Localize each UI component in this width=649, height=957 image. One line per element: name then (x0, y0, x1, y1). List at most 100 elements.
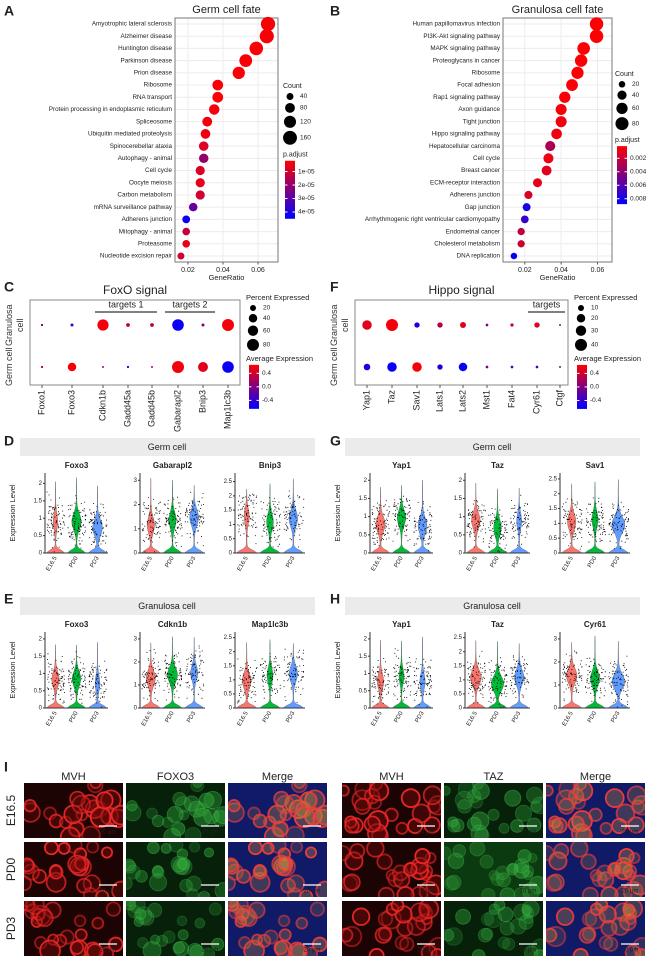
x-tick-label: PD3 (186, 710, 197, 724)
legend-dot (618, 81, 626, 88)
cell (343, 873, 361, 892)
dot (182, 227, 191, 236)
row-label: E16.5 (4, 794, 18, 826)
cell (488, 869, 500, 881)
category-label: Breast cancer (461, 167, 500, 174)
cell (610, 916, 630, 936)
y-tick-label: 0 (229, 551, 233, 557)
annotation: targets 1 (108, 299, 143, 309)
x-tick-label: Yap1 (361, 390, 371, 410)
cell (342, 845, 351, 862)
y-tick-label: 1.5 (359, 496, 368, 502)
cell (24, 799, 37, 813)
category-label: Proteoglycans in cancer (433, 57, 500, 64)
cell (522, 906, 535, 919)
cell (526, 817, 542, 833)
dot (212, 79, 224, 91)
legend-title: Percent Expressed (246, 293, 309, 302)
legend-dot (247, 338, 259, 351)
row-label: Germ cell (329, 347, 339, 387)
cell (59, 929, 75, 945)
cell (108, 808, 123, 829)
dot (202, 116, 213, 127)
cell (170, 821, 186, 837)
dot (510, 252, 518, 260)
cell (152, 864, 164, 877)
cell (477, 927, 493, 943)
legend-dot (576, 314, 586, 323)
cell (263, 929, 279, 945)
y-tick-label: 1 (554, 521, 558, 527)
y-tick-label: 1.5 (34, 654, 43, 660)
cell (229, 901, 249, 915)
jitter-points (393, 648, 412, 701)
cell (163, 827, 182, 838)
cell (290, 943, 308, 956)
cell (178, 809, 190, 821)
cell (86, 943, 104, 956)
y-axis-label: Expression Level (333, 641, 342, 698)
cell (278, 928, 292, 942)
legend-tick-label: 0.006 (630, 182, 647, 189)
cell (517, 849, 532, 864)
cell (239, 908, 258, 927)
dot (555, 116, 567, 128)
strip-banner (345, 597, 640, 615)
micrograph: 20 μm (24, 901, 123, 956)
scale-bar-label: 20 μm (100, 889, 117, 895)
y-tick-label: 1 (459, 514, 463, 520)
cell (470, 824, 489, 838)
legend-label: 20 (632, 81, 640, 88)
dot (545, 141, 556, 152)
micrograph-bg (444, 783, 543, 838)
dot (102, 366, 104, 368)
cell (126, 799, 138, 812)
cell (603, 936, 619, 952)
cell (507, 862, 519, 874)
cell (626, 785, 645, 806)
cell (444, 846, 452, 861)
cell (470, 811, 490, 831)
cell (208, 902, 222, 916)
legend-label: 20 (591, 315, 599, 322)
strip-label: Granulosa cell (138, 601, 196, 611)
panel-label: E (4, 591, 13, 607)
cell (513, 887, 530, 897)
dot (40, 365, 44, 369)
cell (504, 789, 522, 807)
cell (161, 816, 174, 829)
x-tick-label: PD3 (415, 555, 426, 569)
jitter-points (184, 491, 205, 547)
cell (128, 901, 146, 914)
x-tick-label: Foxo1 (36, 390, 46, 415)
x-tick-label: E16.5 (141, 555, 154, 572)
cell (82, 887, 98, 897)
legend-dot (574, 338, 588, 351)
dot (559, 366, 561, 368)
jitter-points (510, 655, 530, 698)
cell (444, 928, 455, 942)
legend-dot (283, 130, 297, 145)
x-tick-label: PD0 (587, 555, 598, 569)
cell (59, 826, 81, 838)
y-tick-label: 1 (134, 683, 138, 689)
cell (151, 865, 165, 879)
micrograph: 20 μm (546, 783, 645, 838)
plot-title: Foxo3 (65, 461, 89, 470)
dot (198, 141, 209, 151)
legend-tick-label: 0.0 (590, 384, 599, 391)
x-tick-label: 0.04 (216, 267, 230, 274)
x-tick-label: E16.5 (562, 710, 575, 727)
dot (67, 362, 77, 372)
cell (252, 864, 268, 880)
dot (510, 365, 514, 369)
x-tick-label: Taz (386, 390, 396, 405)
cell (499, 887, 516, 897)
dot (195, 165, 205, 176)
dot (510, 323, 514, 327)
dot (150, 323, 154, 327)
y-tick-label: 2 (39, 636, 43, 642)
micrograph-bg (126, 783, 225, 838)
x-tick-label: E16.5 (46, 710, 59, 727)
